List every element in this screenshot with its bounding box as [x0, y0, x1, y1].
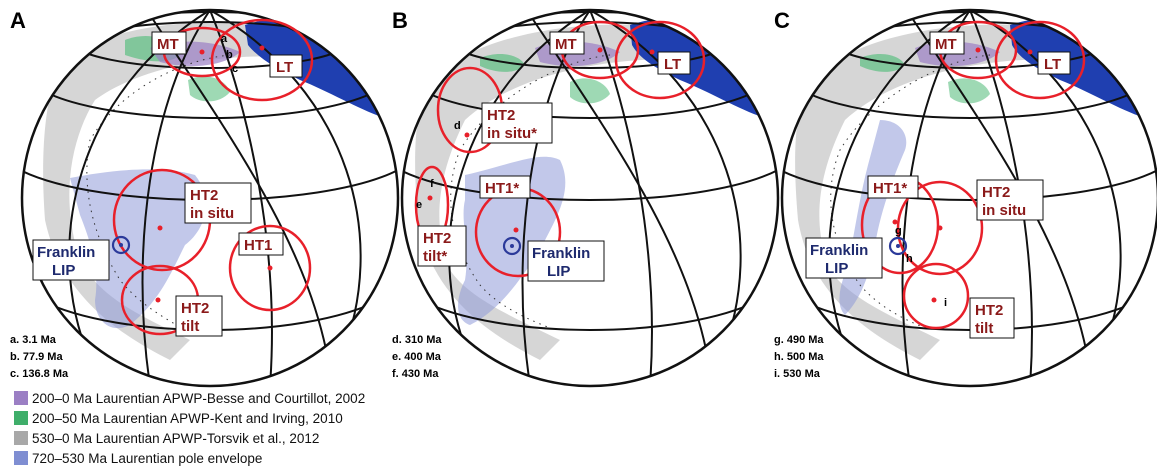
- apwp-track: [450, 54, 611, 331]
- label-franklin-line1: Franklin: [810, 242, 868, 259]
- point-label: d: [454, 120, 461, 132]
- franklin-pole-c: [888, 236, 908, 256]
- pole-envelope: [70, 169, 206, 329]
- label-lt: LT: [1044, 56, 1061, 73]
- age-note: f. 430 Ma: [392, 368, 439, 380]
- legend-item: 200–0 Ma Laurentian APWP-Besse and Court…: [14, 388, 365, 408]
- kent-irving-apwp-2: [570, 78, 610, 104]
- label-franklin-line2: LIP: [547, 263, 570, 280]
- kent-irving-apwp: [480, 54, 525, 72]
- label-ht1: HT1*: [485, 180, 519, 197]
- apwp-track: [86, 54, 231, 331]
- mean-poles-a: [155, 45, 273, 303]
- age-note: i. 530 Ma: [774, 368, 821, 380]
- label-ht1: HT1*: [873, 180, 907, 197]
- label-ht2-insitu-line1: HT2: [982, 184, 1010, 201]
- age-note: h. 500 Ma: [774, 351, 824, 363]
- label-mt: MT: [555, 36, 577, 53]
- kent-irving-apwp: [860, 54, 905, 72]
- age-note: a. 3.1 Ma: [10, 334, 57, 346]
- panel-c: C MT LT HT2 in situ HT1* HT2 tilt Frankl…: [774, 8, 1157, 388]
- label-ht2-tilt-line1: HT2: [975, 302, 1003, 319]
- label-ht2-tilt-line2: tilt: [181, 318, 199, 335]
- apwp-track: [830, 54, 991, 331]
- legend-item: 720–530 Ma Laurentian pole envelope: [14, 448, 365, 468]
- legend-swatch: [14, 391, 28, 405]
- mean-poles-b: [427, 47, 655, 233]
- point-label: h: [906, 253, 913, 265]
- label-ht2-tilt-line1: HT2: [423, 230, 451, 247]
- point-label: e: [416, 199, 422, 211]
- label-franklin-line1: Franklin: [37, 244, 95, 261]
- globe-outline-c: [780, 8, 1157, 388]
- label-mt: MT: [935, 36, 957, 53]
- label-ht2-insitu-line2: in situ: [982, 202, 1026, 219]
- age-note: b. 77.9 Ma: [10, 351, 63, 363]
- globe-outline-a: [20, 8, 400, 388]
- label-lt: LT: [276, 59, 293, 76]
- label-franklin-line2: LIP: [52, 262, 75, 279]
- legend-item: 200–50 Ma Laurentian APWP-Kent and Irvin…: [14, 408, 365, 428]
- label-franklin-line1: Franklin: [532, 245, 590, 262]
- figure-canvas: A MT LT HT2 in situ HT1 HT2 tilt Frankli…: [10, 8, 1157, 388]
- point-label: b: [226, 49, 233, 61]
- label-ht2-insitu-line2: in situ: [190, 205, 234, 222]
- panel-a: A MT LT HT2 in situ HT1 HT2 tilt Frankli…: [10, 8, 400, 388]
- panel-letter: A: [10, 8, 26, 33]
- legend-label: 200–50 Ma Laurentian APWP-Kent and Irvin…: [32, 410, 343, 426]
- label-franklin-line2: LIP: [825, 260, 848, 277]
- point-label: f: [430, 178, 434, 190]
- label-ht2-insitu-line1: HT2: [190, 187, 218, 204]
- label-ht2-insitu-line2: in situ*: [487, 125, 537, 142]
- point-label: i: [944, 297, 947, 309]
- legend-swatch: [14, 431, 28, 445]
- globe-outline-b: [400, 8, 780, 388]
- legend-swatch: [14, 451, 28, 465]
- label-ht2-tilt-line1: HT2: [181, 300, 209, 317]
- franklin-pole-a: [111, 235, 131, 255]
- point-label: g: [895, 225, 902, 237]
- kent-irving-apwp-2: [948, 78, 990, 104]
- globe-c: [782, 10, 1157, 386]
- franklin-pole-b: [502, 236, 522, 256]
- label-ht2-insitu-line1: HT2: [487, 107, 515, 124]
- age-note: g. 490 Ma: [774, 334, 824, 346]
- label-ht2-tilt-line2: tilt: [975, 320, 993, 337]
- age-note: d. 310 Ma: [392, 334, 442, 346]
- legend-label: 200–0 Ma Laurentian APWP-Besse and Court…: [32, 390, 366, 406]
- panel-b: B MT LT HT2 in situ* HT1* HT2 tilt* Fran…: [392, 8, 780, 388]
- label-lt: LT: [664, 56, 681, 73]
- label-mt: MT: [157, 36, 179, 53]
- legend-label: 720–530 Ma Laurentian pole envelope: [32, 450, 263, 466]
- legend-item: 530–0 Ma Laurentian APWP-Torsvik et al.,…: [14, 428, 365, 448]
- legend: 200–0 Ma Laurentian APWP-Besse and Court…: [14, 388, 365, 468]
- legend-label: 530–0 Ma Laurentian APWP-Torsvik et al.,…: [32, 430, 320, 446]
- label-ht2-tilt-line2: tilt*: [423, 248, 447, 265]
- age-note: e. 400 Ma: [392, 351, 442, 363]
- panel-letter: B: [392, 8, 408, 33]
- label-ht1: HT1: [244, 237, 272, 254]
- age-note: c. 136.8 Ma: [10, 368, 69, 380]
- point-label: c: [232, 63, 238, 75]
- legend-swatch: [14, 411, 28, 425]
- panel-letter: C: [774, 8, 790, 33]
- point-label: a: [221, 33, 228, 45]
- mean-poles-c: [892, 47, 1033, 303]
